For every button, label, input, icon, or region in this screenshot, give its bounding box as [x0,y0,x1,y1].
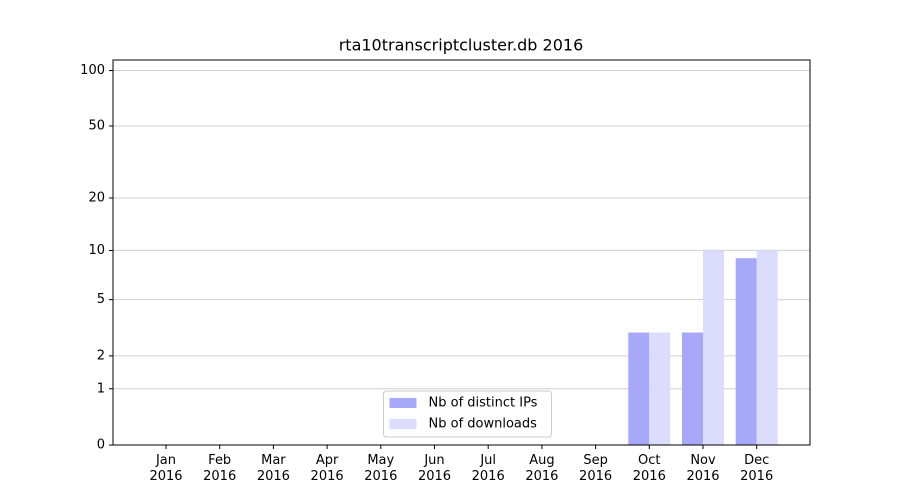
legend: Nb of distinct IPs Nb of downloads [383,390,552,438]
bar [756,250,778,445]
x-tick-label: Jul 2016 [471,453,505,484]
legend-label: Nb of distinct IPs [429,396,538,411]
bar [649,332,671,445]
x-tick-label: Mar 2016 [256,453,290,484]
bar [703,250,724,445]
x-tick-label: May 2016 [364,453,398,484]
y-tick-label: 50 [88,118,105,133]
x-tick-label: Jun 2016 [417,453,452,484]
y-tick-label: 2 [97,348,105,363]
legend-box [383,390,552,438]
y-tick-label: 100 [80,63,105,78]
legend-swatch [389,419,417,429]
x-tick-label: Feb 2016 [203,453,237,484]
y-tick-label: 0 [97,438,105,453]
y-tick-label: 20 [88,190,105,205]
y-tick-label: 10 [88,243,105,258]
bar [682,332,703,445]
y-tick-label: 1 [97,381,105,396]
y-tick-label: 5 [97,292,105,307]
x-tick-label: Oct 2016 [632,453,666,484]
chart-title: rta10transcriptcluster.db 2016 [339,36,584,55]
bar [735,258,757,445]
x-tick-label: Nov 2016 [686,453,720,484]
plot-frame [112,59,811,446]
legend-label: Nb of downloads [429,417,538,432]
legend-swatch [389,398,417,408]
x-tick-label: Aug 2016 [525,453,559,484]
x-tick-label: Apr 2016 [310,453,344,484]
x-tick-label: Sep 2016 [579,453,613,484]
x-tick-label: Dec 2016 [740,453,774,484]
x-tick-label: Jan 2016 [149,453,183,484]
bar [628,332,650,445]
